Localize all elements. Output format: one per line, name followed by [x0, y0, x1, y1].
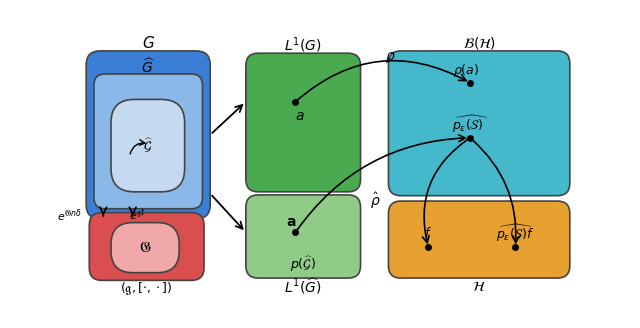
- Text: $\widehat{\mathcal{G}}$: $\widehat{\mathcal{G}}$: [143, 137, 153, 154]
- Text: $e^{\mathfrak{g}t}$: $e^{\mathfrak{g}t}$: [129, 208, 145, 223]
- Text: $\mathbf{a}$: $\mathbf{a}$: [286, 215, 297, 229]
- FancyBboxPatch shape: [111, 99, 184, 192]
- FancyBboxPatch shape: [388, 201, 570, 278]
- Text: $L^1(G)$: $L^1(G)$: [284, 36, 322, 55]
- Text: $\widehat{p_\epsilon(\mathcal{S})}f$: $\widehat{p_\epsilon(\mathcal{S})}f$: [496, 222, 535, 244]
- Text: $\rho(a)$: $\rho(a)$: [453, 62, 479, 79]
- Text: $\mathcal{H}$: $\mathcal{H}$: [472, 279, 486, 294]
- Text: $G$: $G$: [141, 35, 155, 51]
- Text: $f$: $f$: [424, 226, 433, 240]
- FancyBboxPatch shape: [90, 213, 204, 280]
- Text: $\hat{\rho}$: $\hat{\rho}$: [370, 190, 380, 211]
- FancyBboxPatch shape: [246, 53, 360, 192]
- Text: $\mathcal{B}(\mathcal{H})$: $\mathcal{B}(\mathcal{H})$: [463, 35, 496, 51]
- FancyBboxPatch shape: [86, 51, 210, 219]
- Text: $L^1(\widehat{G})$: $L^1(\widehat{G})$: [284, 277, 322, 296]
- Text: $e^{\mathfrak{G}n\delta}$: $e^{\mathfrak{G}n\delta}$: [58, 207, 83, 224]
- Text: $(\mathfrak{g},[\cdot,\cdot])$: $(\mathfrak{g},[\cdot,\cdot])$: [120, 280, 173, 297]
- Text: $\widehat{p_\epsilon(\mathcal{S})}$: $\widehat{p_\epsilon(\mathcal{S})}$: [452, 113, 488, 135]
- Text: $\rho$: $\rho$: [385, 50, 396, 65]
- FancyBboxPatch shape: [246, 195, 360, 278]
- Text: $p(\widehat{\mathcal{G}})$: $p(\widehat{\mathcal{G}})$: [291, 255, 316, 274]
- Text: $a$: $a$: [294, 109, 304, 123]
- Text: $\mathfrak{G}$: $\mathfrak{G}$: [139, 240, 151, 255]
- Text: $\widehat{G}$: $\widehat{G}$: [141, 58, 156, 76]
- FancyBboxPatch shape: [111, 223, 179, 273]
- FancyBboxPatch shape: [388, 51, 570, 196]
- FancyBboxPatch shape: [94, 74, 202, 209]
